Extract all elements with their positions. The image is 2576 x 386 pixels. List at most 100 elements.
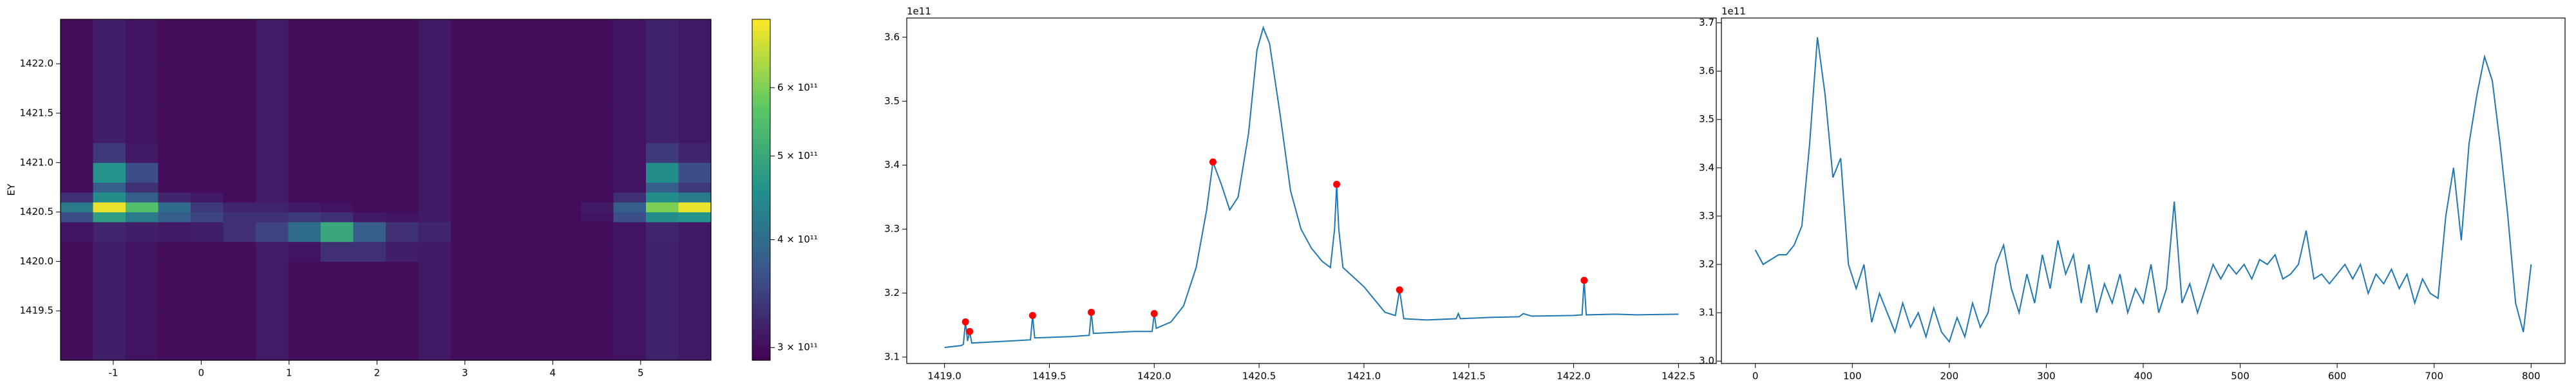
colorbar-segment (752, 209, 770, 213)
heatmap-cell (223, 311, 256, 361)
y-tick-label: 3.2 (884, 287, 900, 299)
heatmap-cell (678, 311, 712, 361)
y-tick-label: 1419.5 (20, 305, 54, 317)
heatmap-cell (646, 212, 679, 223)
peak-marker (1333, 181, 1341, 188)
colorbar-segment (752, 283, 770, 287)
heatmap-cell (256, 162, 289, 183)
heatmap-cell (93, 221, 126, 243)
peak-marker (1209, 158, 1217, 166)
colorbar-segment (752, 295, 770, 299)
colorbar-segment (752, 195, 770, 199)
y-axis-label: EY (6, 183, 17, 196)
heatmap-cell (613, 192, 647, 203)
colorbar-segment (752, 130, 770, 134)
colorbar-segment (752, 116, 770, 120)
heatmap-cell (256, 192, 289, 203)
heatmap-cell (516, 241, 549, 262)
heatmap-cell (353, 221, 386, 243)
colorbar-segment (752, 152, 770, 156)
heatmap-cell (548, 221, 582, 243)
x-tick-label: 100 (1843, 371, 1862, 382)
colorbar-segment (752, 56, 770, 60)
colorbar-segment (752, 22, 770, 26)
colorbar-segment (752, 78, 770, 82)
colorbar-segment (752, 33, 770, 37)
heatmap-cell (581, 261, 614, 311)
heatmap-cell (386, 261, 419, 311)
colorbar-tick-label: 3 × 10¹¹ (777, 342, 818, 353)
heatmap-cell (158, 261, 191, 311)
heatmap-cell (223, 241, 256, 262)
colorbar-segment (752, 215, 770, 219)
heatmap-cell (93, 192, 126, 203)
heatmap-cell (483, 221, 516, 243)
colorbar-segment (752, 50, 770, 54)
heatmap-cell (256, 143, 289, 163)
colorbar-segment (752, 141, 770, 145)
colorbar-segment (752, 158, 770, 162)
heatmap-cell (483, 261, 516, 311)
heatmap-cell (93, 212, 126, 223)
colorbar-segment (752, 164, 770, 168)
heatmap-cell (386, 192, 419, 203)
y-tick-label: 3.6 (884, 31, 900, 42)
colorbar-segment (752, 198, 770, 202)
heatmap-cell (548, 143, 582, 163)
colorbar-segment (752, 354, 770, 358)
heatmap-cell (386, 202, 419, 213)
heatmap-cell (93, 202, 126, 213)
heatmap-cell (158, 182, 191, 193)
heatmap-cell (581, 311, 614, 361)
y-tick-label: 1422.0 (20, 58, 54, 69)
y-tick-label: 3.1 (1699, 307, 1714, 318)
heatmap-cell (61, 241, 93, 262)
colorbar-segment (752, 64, 770, 68)
heatmap-cell (613, 241, 647, 262)
colorbar-segment (752, 315, 770, 318)
x-tick-label: 2 (374, 367, 381, 379)
heatmap-cell (61, 19, 93, 64)
heatmap-cell (223, 202, 256, 213)
heatmap-cell (678, 182, 712, 193)
heatmap-cell (93, 19, 126, 64)
colorbar-segment (752, 329, 770, 333)
heatmap-cell (516, 19, 549, 64)
colorbar-segment (752, 335, 770, 338)
colorbar-segment (752, 110, 770, 114)
heatmap-cell (158, 192, 191, 203)
heatmap-cell (321, 182, 354, 193)
heatmap-cell (548, 19, 582, 64)
heatmap-cell (483, 103, 516, 143)
heatmap-cell (646, 162, 679, 183)
heatmap-cell (386, 221, 419, 243)
colorbar-segment (752, 340, 770, 344)
colorbar-segment (752, 331, 770, 335)
heatmap-cell (321, 311, 354, 361)
heatmap-cell (61, 182, 93, 193)
heatmap-cell (158, 311, 191, 361)
heatmap-cell (581, 103, 614, 143)
heatmap-cell (418, 241, 451, 262)
heatmap-cell (321, 212, 354, 223)
heatmap-cell (646, 221, 679, 243)
heatmap-cell (386, 103, 419, 143)
heatmap-cell (451, 103, 484, 143)
heatmap-cell (191, 19, 223, 64)
peak-marker (961, 318, 969, 326)
colorbar-segment (752, 258, 770, 262)
peak-marker (1150, 309, 1158, 317)
colorbar-segment (752, 204, 770, 208)
heatmap-cell (451, 192, 484, 203)
heatmap-cell (191, 143, 223, 163)
heatmap-cell (191, 311, 223, 361)
heatmap-cell (321, 261, 354, 311)
colorbar-segment (752, 44, 770, 48)
heatmap-cell (581, 241, 614, 262)
heatmap-cell (418, 64, 451, 104)
heatmap-cell (353, 162, 386, 183)
heatmap-cell (483, 19, 516, 64)
colorbar-segment (752, 275, 770, 279)
heatmap-cell (93, 162, 126, 183)
heatmap-cell (256, 212, 289, 223)
